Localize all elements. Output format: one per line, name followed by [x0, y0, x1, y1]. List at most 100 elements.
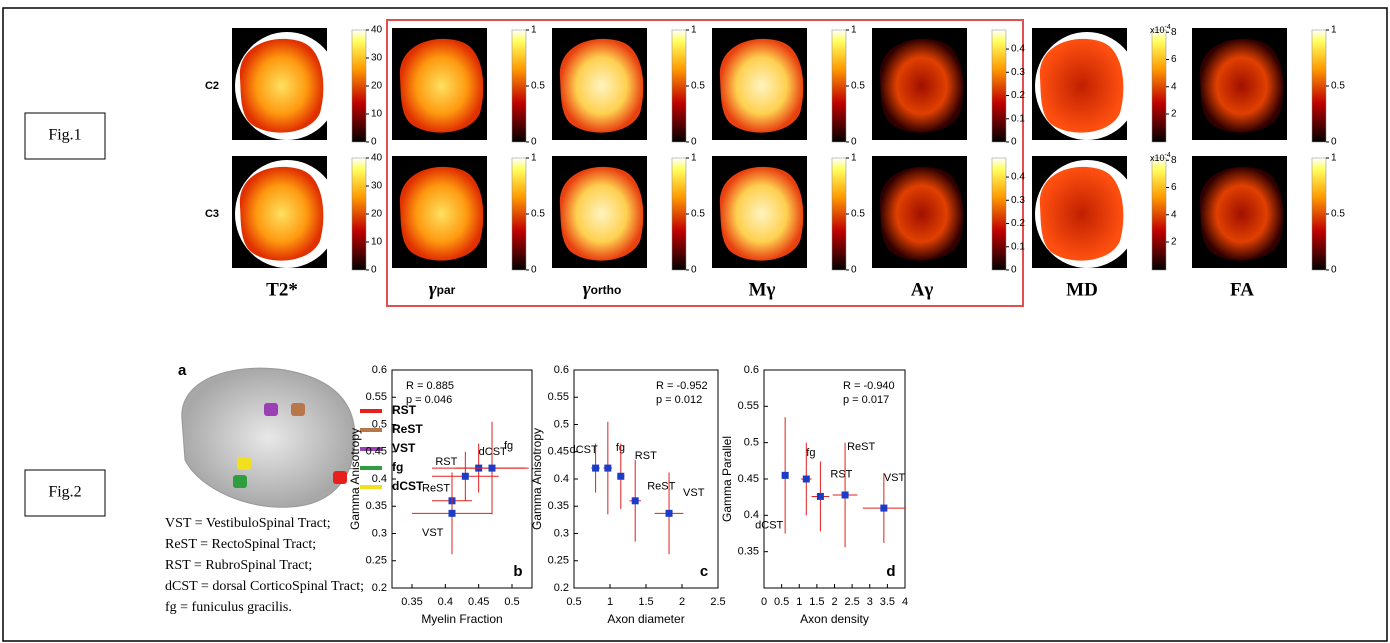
map-image: [1199, 38, 1284, 133]
colorbar: [1311, 157, 1327, 271]
colorbar-tick-label: 1: [531, 25, 537, 36]
colorbar-tick-label: 1: [851, 25, 857, 36]
colorbar-tick-label: 4: [1171, 81, 1177, 92]
x-tick-label: 2: [679, 596, 685, 608]
y-tick-label: 0.4: [372, 473, 387, 485]
panel-letter: c: [700, 563, 708, 580]
subscript: ortho: [591, 283, 622, 297]
colorbar-tick-label: 20: [371, 81, 383, 92]
colorbar-tick-label: 0.5: [1331, 81, 1345, 92]
y-tick-label: 0.45: [738, 473, 759, 485]
x-tick-label: 3: [867, 596, 873, 608]
y-tick-label: 0.35: [738, 546, 759, 558]
point-label: dCST: [479, 446, 507, 458]
colorbar-tick-label: 0.2: [1011, 218, 1025, 229]
map-image: [559, 38, 644, 133]
colorbar-tick-label: 0.5: [851, 209, 865, 220]
y-axis-label: Gamma Anisotropy: [348, 428, 362, 530]
legend-label: fg: [392, 460, 403, 474]
colorbar-tick-label: 30: [371, 53, 383, 64]
colorbar-tick-label: 0: [1331, 265, 1337, 276]
colorbar-tick-label: 8: [1171, 27, 1177, 38]
colorbar-tick-label: 30: [371, 181, 383, 192]
colorbar-tick-label: 0.5: [691, 209, 705, 220]
row-label: C2: [205, 80, 219, 92]
colorbar-tick-label: 6: [1171, 182, 1177, 193]
fig-label: Fig.1: [48, 127, 81, 144]
map-image: [399, 38, 484, 133]
column-label: γortho: [583, 279, 622, 300]
x-axis-label: Axon density: [800, 612, 869, 626]
colorbar-tick-label: 1: [851, 153, 857, 164]
y-tick-label: 0.55: [738, 400, 759, 412]
point: [781, 471, 789, 479]
colorbar: [991, 157, 1007, 271]
legend-label: ReST: [392, 422, 423, 436]
colorbar: [831, 157, 847, 271]
colorbar: [1151, 157, 1167, 271]
colorbar-tick-label: 1: [1331, 153, 1337, 164]
tract-marker: [237, 457, 251, 470]
point-label: fg: [806, 447, 815, 459]
point-label: dCST: [570, 444, 598, 456]
panel-letter: a: [178, 362, 187, 379]
map-image: [399, 166, 484, 261]
y-tick-label: 0.55: [366, 391, 387, 403]
colorbar: [671, 157, 687, 271]
colorbar-tick-label: 0: [371, 265, 377, 276]
abbreviation: VST = VestibuloSpinal Tract;: [165, 516, 331, 531]
y-tick-label: 0.3: [372, 527, 387, 539]
tract-marker: [291, 403, 305, 416]
y-axis-label: Gamma Anisotropy: [530, 428, 544, 530]
colorbar-tick-label: 10: [371, 109, 383, 120]
colorbar-scale: x10-4: [1150, 152, 1171, 164]
colorbar-tick-label: 0: [691, 265, 697, 276]
y-tick-label: 0.45: [366, 446, 387, 458]
panel-letter: d: [886, 563, 895, 580]
point-label: RST: [635, 450, 657, 462]
x-tick-label: 0: [761, 596, 767, 608]
colorbar-tick-label: 0.5: [531, 209, 545, 220]
y-tick-label: 0.6: [744, 364, 759, 376]
colorbar-tick-label: 0.5: [691, 81, 705, 92]
point-label: dCST: [755, 519, 783, 531]
scale-base: x10: [1150, 153, 1165, 163]
abbreviation: ReST = RectoSpinal Tract;: [165, 537, 316, 552]
colorbar-tick-label: 40: [371, 25, 383, 36]
colorbar-tick-label: 0.1: [1011, 241, 1025, 252]
map-image: [239, 166, 324, 261]
colorbar-tick-label: 0: [1011, 137, 1017, 148]
y-tick-label: 0.5: [554, 418, 569, 430]
point-label: VST: [683, 487, 705, 499]
column-label: FA: [1230, 279, 1254, 300]
point-label: ReST: [847, 441, 875, 453]
point: [448, 509, 456, 517]
colorbar-tick-label: 0: [1331, 137, 1337, 148]
colorbar: [831, 29, 847, 143]
point: [631, 497, 639, 505]
y-tick-label: 0.2: [372, 582, 387, 594]
point-label: RST: [830, 468, 852, 480]
colorbar-tick-label: 2: [1171, 237, 1177, 248]
outer-frame: [2, 7, 1388, 642]
x-tick-label: 4: [902, 596, 908, 608]
y-tick-label: 0.6: [372, 364, 387, 376]
colorbar-tick-label: 2: [1171, 109, 1177, 120]
x-tick-label: 1.5: [638, 596, 653, 608]
y-tick-label: 0.45: [548, 446, 569, 458]
colorbar: [511, 29, 527, 143]
point: [592, 464, 600, 472]
tract-marker: [233, 475, 247, 488]
colorbar-tick-label: 40: [371, 153, 383, 164]
x-tick-label: 1: [607, 596, 613, 608]
colorbar-tick-label: 0.4: [1011, 172, 1025, 183]
map-image: [1039, 38, 1124, 133]
column-label: Aγ: [911, 279, 934, 300]
colorbar: [351, 157, 367, 271]
y-tick-label: 0.25: [366, 555, 387, 567]
x-tick-label: 0.5: [566, 596, 581, 608]
subscript: par: [437, 283, 456, 297]
legend-label: RST: [392, 403, 417, 417]
colorbar-tick-label: 0: [371, 137, 377, 148]
